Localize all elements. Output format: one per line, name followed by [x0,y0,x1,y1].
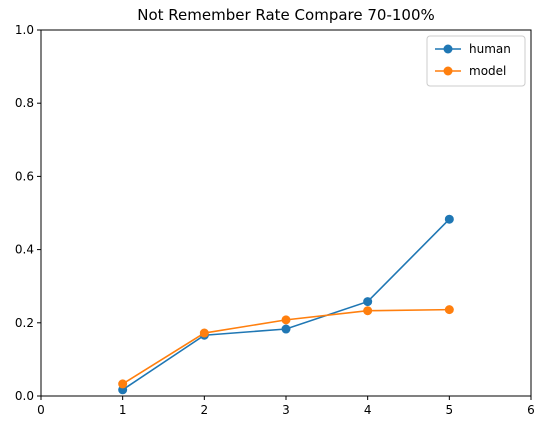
y-tick-label: 0.6 [15,169,34,183]
x-tick-label: 6 [527,403,534,417]
x-tick-label: 4 [364,403,372,417]
legend-label-human: human [469,42,511,56]
y-tick-label: 1.0 [15,23,34,37]
x-tick-label: 0 [37,403,45,417]
axes: 0 1 2 3 4 5 6 0.0 0.2 0.4 0.6 0.8 1.0 [15,23,534,417]
data-point-model [444,305,454,315]
x-tick-label: 3 [282,403,290,417]
chart-title: Not Remember Rate Compare 70-100% [137,6,435,24]
x-tick-label: 2 [201,403,209,417]
series-model [118,305,454,389]
data-point-model [199,328,209,338]
legend-item-human: human [435,42,511,56]
y-tick-label: 0.2 [15,316,34,330]
y-tick-label: 0.0 [15,389,34,403]
x-tick-label: 5 [446,403,454,417]
legend: human model [426,35,526,87]
data-point-human [281,324,291,334]
data-point-human [444,214,454,224]
data-point-model [281,315,291,325]
legend-item-model: model [435,64,506,78]
y-tick-label: 0.4 [15,243,34,257]
data-point-human [363,297,373,307]
legend-marker-human [443,44,453,54]
plot-series [118,214,454,395]
series-line-human [122,218,450,391]
data-point-model [118,379,128,389]
data-point-model [363,306,373,316]
y-tick-label: 0.8 [15,96,34,110]
legend-marker-model [443,66,453,76]
legend-label-model: model [469,64,506,78]
series-human [118,214,454,395]
x-tick-label: 1 [119,403,127,417]
